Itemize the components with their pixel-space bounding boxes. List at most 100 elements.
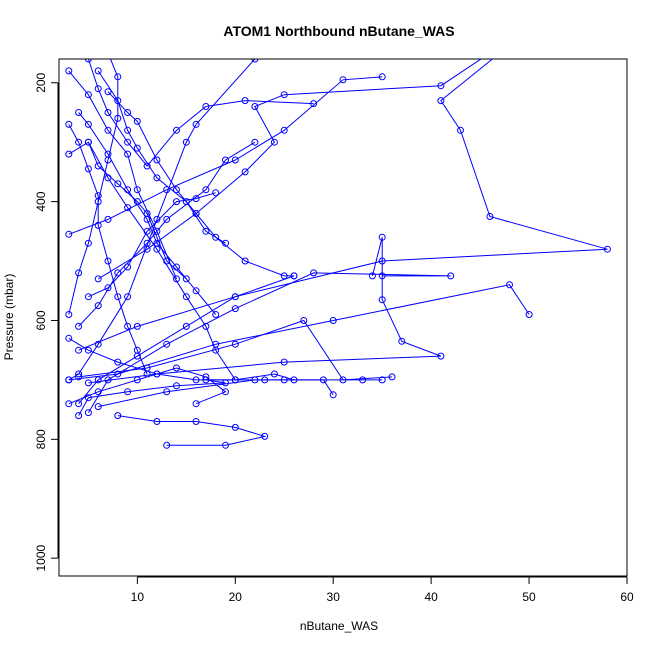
data-point — [398, 337, 406, 345]
data-point — [182, 322, 190, 330]
series-line — [78, 319, 393, 381]
x-tick-label: 60 — [620, 590, 634, 604]
series-line — [87, 141, 236, 381]
data-point — [192, 120, 200, 128]
data-point — [231, 293, 239, 301]
data-point — [114, 97, 122, 105]
data-point — [84, 293, 92, 301]
data-point — [261, 432, 269, 440]
data-point — [104, 109, 112, 116]
data-point — [192, 195, 200, 203]
data-point — [65, 376, 73, 384]
data-point — [222, 239, 229, 247]
data-point — [75, 370, 83, 378]
data-point — [231, 156, 239, 164]
data-point — [270, 370, 278, 378]
plot-layer — [65, 59, 611, 449]
data-point — [182, 198, 190, 206]
series-group — [65, 59, 611, 449]
data-point — [525, 311, 533, 318]
x-tick-label: 40 — [424, 590, 438, 604]
data-point — [124, 263, 132, 271]
data-point — [280, 358, 288, 366]
data-point — [143, 215, 151, 223]
data-point — [114, 73, 122, 81]
data-point — [192, 287, 200, 295]
data-point — [290, 376, 298, 384]
data-point — [378, 73, 386, 81]
data-point — [241, 257, 249, 265]
data-point — [163, 340, 171, 348]
data-point — [163, 388, 171, 396]
axes-layer: 10 20 30 40 50 60 200 400 600 800 1000 — [34, 58, 634, 604]
data-point — [388, 373, 396, 381]
y-tick-label: 800 — [34, 429, 48, 449]
data-point — [75, 412, 83, 420]
data-point — [163, 186, 171, 194]
data-point — [310, 269, 318, 277]
data-point — [173, 275, 180, 283]
data-point — [241, 97, 249, 105]
data-point — [182, 275, 190, 283]
data-point — [94, 162, 102, 170]
data-point — [133, 346, 141, 354]
data-point — [280, 91, 288, 99]
data-point — [437, 97, 445, 105]
series-line — [78, 112, 217, 315]
data-point — [319, 376, 327, 384]
series-line — [68, 367, 227, 405]
data-point — [241, 168, 249, 176]
data-point — [124, 109, 132, 116]
data-point — [104, 215, 112, 223]
series-line — [68, 337, 295, 381]
data-point — [75, 373, 83, 381]
data-point — [202, 322, 210, 330]
data-point — [251, 103, 259, 110]
data-point — [114, 412, 122, 420]
data-point — [486, 213, 494, 220]
data-point — [84, 138, 92, 146]
data-point — [104, 150, 112, 158]
data-point — [378, 296, 386, 304]
data-point — [114, 358, 122, 366]
x-tick-label: 10 — [131, 590, 145, 604]
data-point — [133, 186, 141, 194]
x-tick-label: 30 — [327, 590, 341, 604]
series-line — [68, 124, 148, 375]
data-point — [378, 376, 386, 384]
data-point — [114, 180, 122, 188]
data-point — [222, 441, 229, 449]
data-point — [65, 334, 73, 342]
series-line — [88, 237, 442, 384]
data-point — [143, 239, 151, 247]
data-point — [133, 322, 141, 330]
data-point — [94, 67, 102, 75]
data-point — [124, 388, 132, 396]
data-point — [290, 272, 298, 280]
data-point — [310, 100, 318, 108]
data-point — [114, 370, 122, 378]
data-point — [94, 376, 102, 384]
series-line — [97, 70, 226, 244]
data-point — [133, 117, 141, 125]
series-line — [78, 59, 608, 351]
series-line — [87, 59, 314, 167]
data-point — [329, 391, 337, 399]
series-line — [68, 59, 119, 315]
data-point — [94, 192, 102, 200]
data-point — [300, 317, 308, 324]
data-point — [182, 293, 190, 301]
data-point — [280, 126, 288, 134]
data-point — [202, 227, 210, 235]
data-point — [84, 346, 92, 354]
data-point — [212, 233, 220, 241]
data-point — [153, 370, 161, 378]
data-point — [212, 189, 220, 197]
data-point — [163, 215, 171, 223]
data-point — [173, 198, 180, 206]
data-point — [114, 269, 122, 277]
data-point — [133, 144, 141, 152]
plot-frame — [58, 58, 628, 577]
